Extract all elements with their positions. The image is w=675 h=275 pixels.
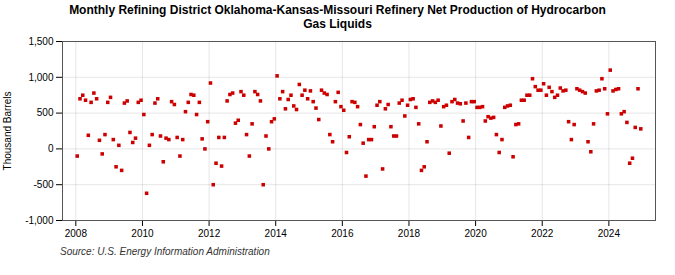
svg-text:2024: 2024	[598, 228, 621, 239]
svg-text:1,500: 1,500	[28, 36, 53, 47]
svg-text:-1,000: -1,000	[25, 215, 54, 226]
svg-text:500: 500	[37, 107, 54, 118]
svg-text:2020: 2020	[464, 228, 487, 239]
svg-text:2014: 2014	[265, 228, 288, 239]
svg-text:Thousand Barrels: Thousand Barrels	[2, 92, 13, 171]
svg-text:0: 0	[48, 143, 54, 154]
svg-text:2022: 2022	[531, 228, 554, 239]
svg-text:2016: 2016	[331, 228, 354, 239]
svg-text:2008: 2008	[65, 228, 88, 239]
svg-text:2018: 2018	[398, 228, 421, 239]
svg-text:1,000: 1,000	[28, 72, 53, 83]
svg-text:2010: 2010	[131, 228, 154, 239]
svg-text:2012: 2012	[198, 228, 221, 239]
svg-text:-500: -500	[33, 179, 53, 190]
html-text:Source: U.S. Energy Informatio: Source: U.S. Energy Information Administ…	[60, 246, 270, 257]
html-text:Monthly Refining District Okla: Monthly Refining District Oklahoma-Kansa…	[69, 3, 606, 31]
